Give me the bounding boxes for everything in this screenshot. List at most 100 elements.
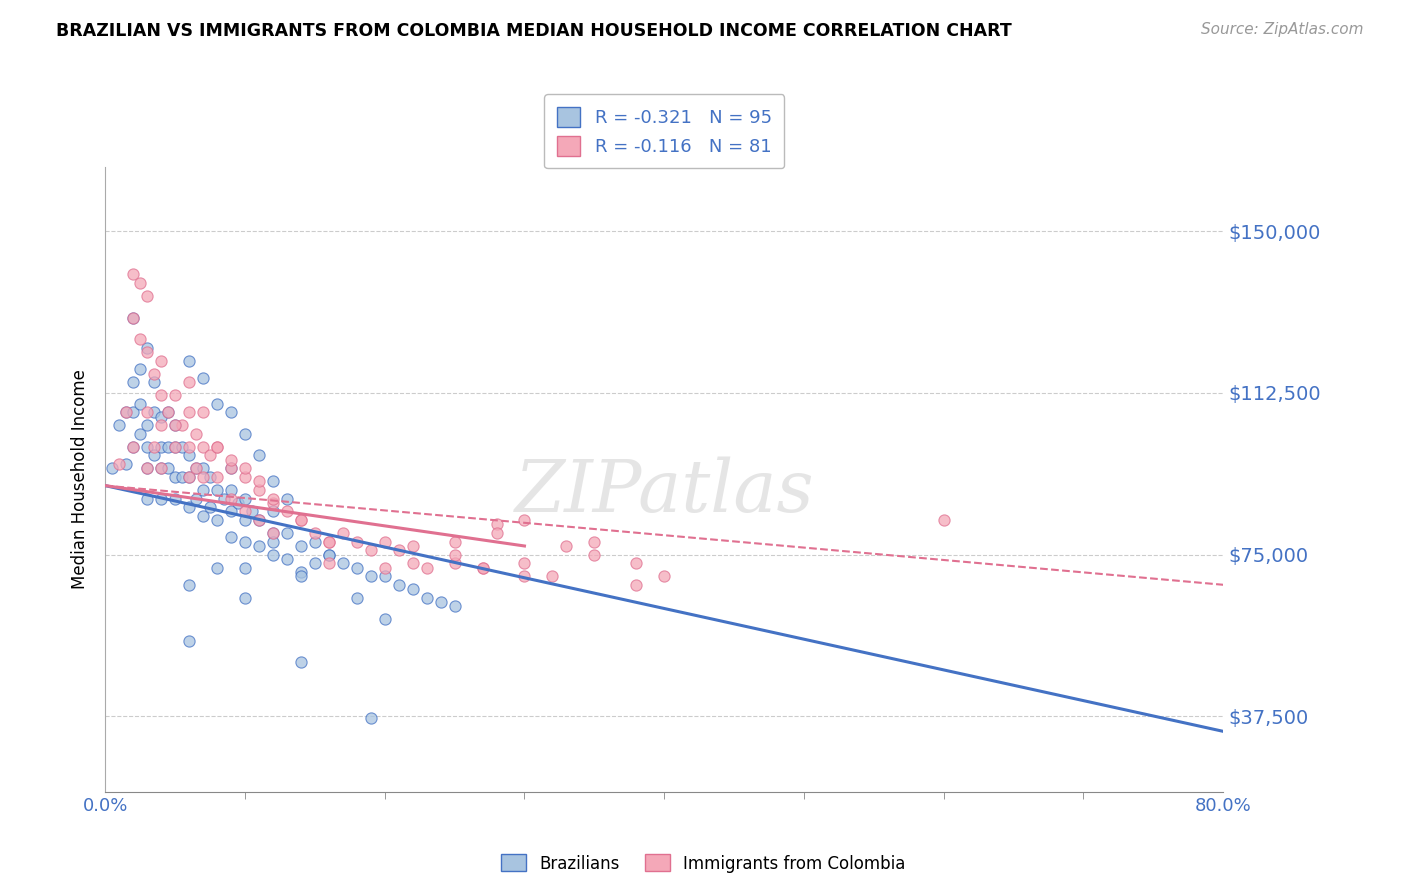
Point bbox=[101, 461, 124, 475]
Point bbox=[233, 591, 256, 605]
Point bbox=[157, 405, 180, 419]
Point bbox=[318, 548, 340, 562]
Point bbox=[205, 440, 228, 454]
Point bbox=[143, 367, 166, 381]
Point bbox=[150, 440, 173, 454]
Point bbox=[247, 513, 270, 527]
Point bbox=[170, 470, 193, 484]
Legend: Brazilians, Immigrants from Colombia: Brazilians, Immigrants from Colombia bbox=[494, 847, 912, 880]
Point bbox=[443, 556, 465, 570]
Point bbox=[184, 426, 207, 441]
Point bbox=[122, 375, 145, 389]
Text: ZIPatlas: ZIPatlas bbox=[515, 457, 814, 527]
Point bbox=[136, 345, 159, 359]
Point bbox=[115, 405, 138, 419]
Point bbox=[247, 539, 270, 553]
Point bbox=[219, 461, 242, 475]
Point bbox=[318, 534, 340, 549]
Point bbox=[219, 483, 242, 497]
Point bbox=[170, 418, 193, 433]
Point bbox=[443, 599, 465, 614]
Point bbox=[150, 418, 173, 433]
Point bbox=[318, 534, 340, 549]
Point bbox=[262, 496, 284, 510]
Point bbox=[290, 539, 312, 553]
Point bbox=[122, 310, 145, 325]
Point bbox=[177, 578, 200, 592]
Point bbox=[177, 375, 200, 389]
Point bbox=[388, 543, 411, 558]
Point bbox=[177, 470, 200, 484]
Text: Source: ZipAtlas.com: Source: ZipAtlas.com bbox=[1201, 22, 1364, 37]
Point bbox=[262, 491, 284, 506]
Point bbox=[143, 449, 166, 463]
Point bbox=[513, 569, 536, 583]
Point bbox=[129, 332, 152, 346]
Point bbox=[165, 388, 187, 402]
Point bbox=[150, 491, 173, 506]
Point bbox=[652, 569, 675, 583]
Point bbox=[191, 405, 214, 419]
Point bbox=[262, 504, 284, 518]
Point bbox=[115, 405, 138, 419]
Point bbox=[205, 483, 228, 497]
Point bbox=[219, 461, 242, 475]
Point bbox=[513, 556, 536, 570]
Point bbox=[122, 440, 145, 454]
Point bbox=[143, 405, 166, 419]
Point bbox=[290, 513, 312, 527]
Point bbox=[932, 513, 955, 527]
Point bbox=[471, 560, 494, 574]
Point bbox=[150, 409, 173, 424]
Point bbox=[290, 565, 312, 579]
Point bbox=[177, 440, 200, 454]
Point bbox=[318, 556, 340, 570]
Point bbox=[276, 552, 298, 566]
Point bbox=[165, 418, 187, 433]
Point bbox=[346, 534, 368, 549]
Point bbox=[402, 539, 425, 553]
Point bbox=[184, 461, 207, 475]
Point bbox=[374, 612, 396, 626]
Point bbox=[247, 483, 270, 497]
Point bbox=[262, 534, 284, 549]
Text: BRAZILIAN VS IMMIGRANTS FROM COLOMBIA MEDIAN HOUSEHOLD INCOME CORRELATION CHART: BRAZILIAN VS IMMIGRANTS FROM COLOMBIA ME… bbox=[56, 22, 1012, 40]
Point bbox=[290, 513, 312, 527]
Point bbox=[360, 711, 382, 725]
Point bbox=[191, 440, 214, 454]
Point bbox=[318, 548, 340, 562]
Point bbox=[247, 475, 270, 489]
Point bbox=[290, 656, 312, 670]
Point bbox=[429, 595, 451, 609]
Point bbox=[219, 491, 242, 506]
Point bbox=[346, 560, 368, 574]
Point bbox=[402, 556, 425, 570]
Point bbox=[233, 513, 256, 527]
Point bbox=[262, 526, 284, 541]
Point bbox=[374, 569, 396, 583]
Point bbox=[150, 461, 173, 475]
Point bbox=[626, 556, 648, 570]
Point bbox=[122, 440, 145, 454]
Point bbox=[115, 457, 138, 471]
Point bbox=[583, 534, 606, 549]
Point bbox=[219, 530, 242, 544]
Point bbox=[205, 397, 228, 411]
Point bbox=[177, 500, 200, 515]
Point bbox=[191, 470, 214, 484]
Point bbox=[212, 491, 235, 506]
Point bbox=[136, 461, 159, 475]
Point bbox=[136, 405, 159, 419]
Point bbox=[240, 504, 263, 518]
Point bbox=[205, 470, 228, 484]
Point bbox=[485, 517, 508, 532]
Point bbox=[415, 591, 437, 605]
Point bbox=[219, 504, 242, 518]
Point bbox=[143, 440, 166, 454]
Point bbox=[205, 440, 228, 454]
Point bbox=[129, 397, 152, 411]
Point bbox=[165, 440, 187, 454]
Point bbox=[304, 534, 326, 549]
Point bbox=[184, 461, 207, 475]
Point bbox=[233, 504, 256, 518]
